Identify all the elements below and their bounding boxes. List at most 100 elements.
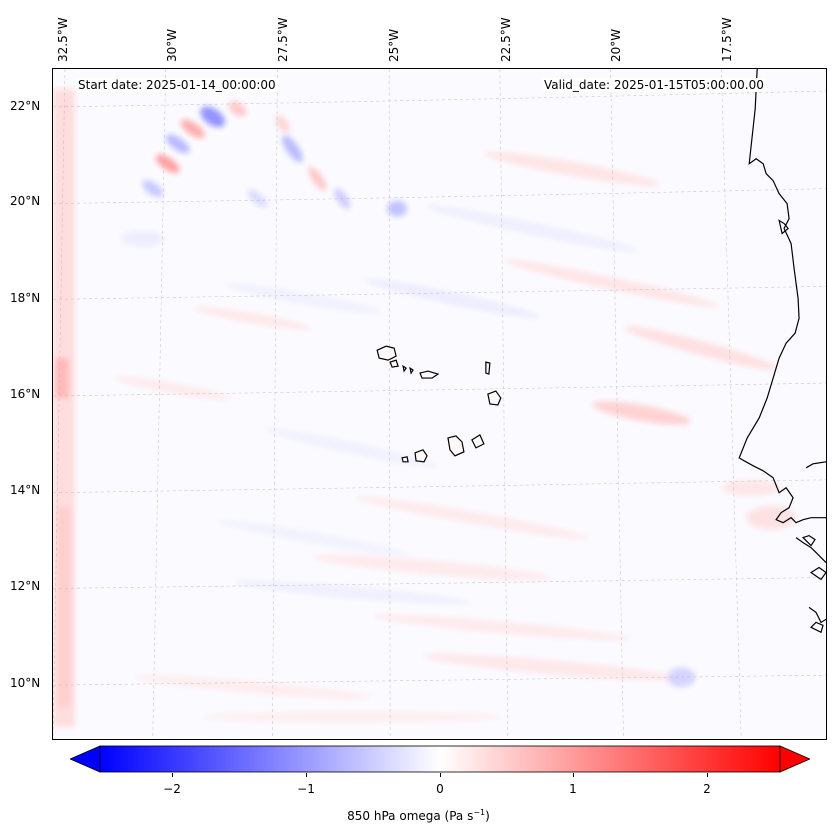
- omega-patch: [264, 428, 441, 468]
- colorbar-tick-label: −2: [163, 782, 181, 796]
- island: [409, 366, 414, 375]
- omega-patch: [281, 135, 303, 163]
- omega-patch: [232, 580, 472, 605]
- omega-patch: [214, 519, 411, 556]
- colorbar-tick: [440, 773, 441, 777]
- colorbar-tick-label: −1: [297, 782, 315, 796]
- island: [414, 449, 428, 463]
- island: [419, 370, 440, 379]
- omega-patch: [364, 278, 540, 318]
- coast-inlet: [801, 534, 816, 547]
- island: [376, 345, 397, 361]
- colorbar-label: 850 hPa omega (Pa s−1): [347, 808, 490, 823]
- omega-patch: [56, 507, 71, 708]
- gridline: [53, 479, 826, 494]
- gridline: [53, 577, 826, 589]
- colorbar-svg: [68, 745, 812, 773]
- gridline: [499, 69, 509, 739]
- lat-label-18n: 18°N: [10, 291, 41, 305]
- valid-date-label: Valid_date: 2025-01-15T05:00:00.00: [542, 78, 766, 92]
- omega-patch: [202, 711, 502, 724]
- map-panel: [52, 68, 827, 740]
- africa-coast: [795, 537, 826, 563]
- africa-coast: [808, 606, 826, 624]
- omega-patch: [387, 200, 408, 217]
- africa-coast: [805, 461, 826, 469]
- colorbar: [68, 745, 812, 773]
- gridline: [720, 69, 742, 739]
- lon-label-27-5w: 27.5°W: [276, 17, 290, 62]
- omega-patch: [372, 614, 632, 641]
- gridline: [53, 188, 826, 204]
- lat-label-12n: 12°N: [10, 579, 41, 593]
- omega-patch: [193, 306, 312, 330]
- omega-patch: [746, 505, 797, 530]
- island: [401, 456, 409, 463]
- coast-inlet: [809, 566, 826, 581]
- omega-patch: [667, 667, 696, 688]
- lon-label-22-5w: 22.5°W: [499, 17, 513, 62]
- graticule: [53, 69, 826, 739]
- gridline: [388, 69, 391, 739]
- colorbar-tick-label: 0: [436, 782, 444, 796]
- lat-label-20n: 20°N: [10, 194, 41, 208]
- omega-patch: [247, 190, 268, 208]
- omega-patch: [624, 326, 779, 370]
- gridline: [53, 69, 66, 739]
- lat-label-14n: 14°N: [10, 483, 41, 497]
- colorbar-max-extend: [779, 745, 812, 773]
- omega-patch: [113, 376, 232, 400]
- gridline: [53, 90, 826, 108]
- colorbar-tick-label: 1: [569, 782, 577, 796]
- colorbar-body: [99, 745, 781, 773]
- island: [487, 390, 502, 406]
- island: [402, 364, 407, 373]
- island: [447, 435, 465, 457]
- omega-patch: [312, 554, 552, 581]
- omega-patch: [165, 134, 190, 154]
- omega-patch: [721, 479, 782, 496]
- colorbar-tick-label: 2: [703, 782, 711, 796]
- gridline: [152, 69, 167, 739]
- omega-patch: [504, 259, 719, 307]
- omega-patch: [120, 230, 165, 247]
- africa-coast: [738, 69, 826, 524]
- omega-field: [53, 88, 797, 728]
- omega-patch: [228, 101, 247, 117]
- lon-label-20w: 20°W: [609, 28, 623, 62]
- omega-patch: [424, 204, 640, 253]
- lat-label-22n: 22°N: [10, 99, 41, 113]
- omega-patch: [354, 496, 590, 540]
- island: [389, 359, 399, 368]
- lon-label-25w: 25°W: [387, 28, 401, 62]
- lat-label-16n: 16°N: [10, 387, 41, 401]
- lon-label-30w: 30°W: [165, 28, 179, 62]
- omega-patch: [155, 154, 180, 174]
- omega-patch: [200, 106, 225, 128]
- map-canvas: [53, 69, 826, 739]
- omega-patch: [308, 166, 327, 191]
- colorbar-min-extend: [68, 745, 101, 773]
- omega-patch: [275, 115, 290, 133]
- island: [485, 361, 491, 375]
- colorbar-tick: [306, 773, 307, 777]
- island: [471, 434, 485, 449]
- omega-patch: [180, 119, 205, 139]
- omega-patch: [422, 653, 681, 681]
- lat-label-10n: 10°N: [10, 676, 41, 690]
- omega-patch: [483, 151, 661, 186]
- colorbar-tick: [707, 773, 708, 777]
- colorbar-tick: [172, 773, 173, 777]
- coast-inlet: [810, 621, 824, 634]
- coastline: [738, 69, 826, 634]
- start-date-label: Start date: 2025-01-14_00:00:00: [76, 78, 278, 92]
- lon-label-32-5w: 32.5°W: [56, 17, 70, 62]
- omega-patch: [133, 675, 372, 700]
- omega-patch: [592, 401, 691, 425]
- omega-patch: [54, 358, 69, 399]
- omega-patch: [142, 180, 164, 198]
- cape-verde-islands: [376, 345, 502, 463]
- gridline: [272, 69, 278, 739]
- omega-patch: [223, 283, 381, 314]
- lon-label-17-5w: 17.5°W: [720, 17, 734, 62]
